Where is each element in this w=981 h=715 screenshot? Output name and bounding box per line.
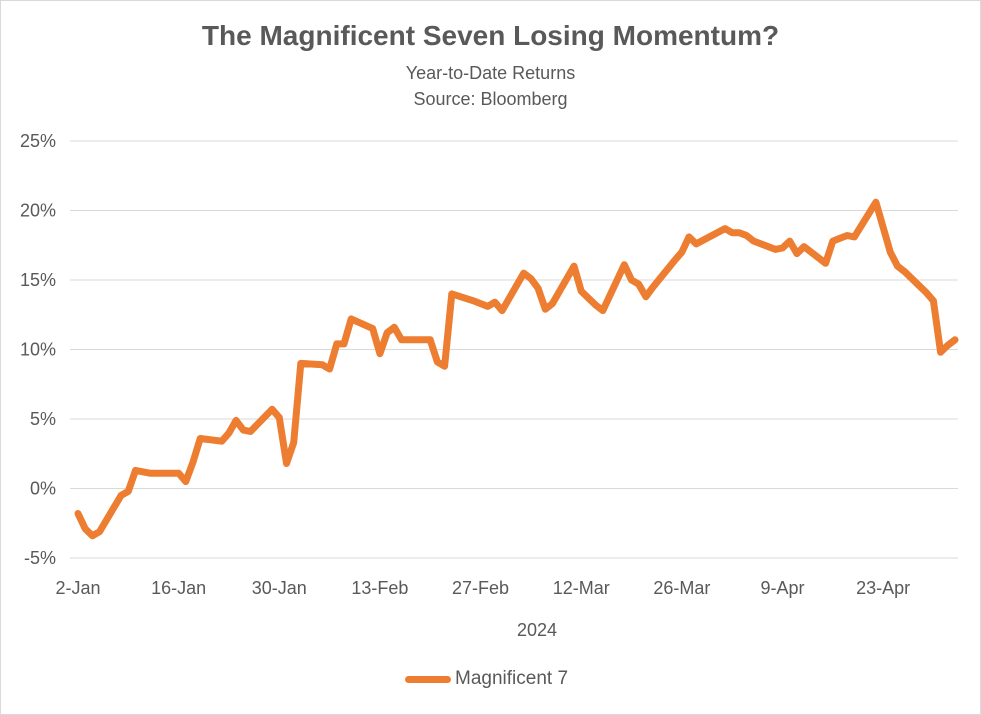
chart-subtitle: Year-to-Date Returns (405, 63, 576, 83)
gridlines (70, 140, 958, 559)
y-tick-label: 10% (20, 340, 56, 360)
x-tick-label: 9-Apr (760, 578, 804, 598)
x-tick-label: 30-Jan (252, 578, 307, 598)
x-tick-label: 26-Mar (653, 578, 710, 598)
y-axis: -5% 0% 5% 10% 15% 20% 25% (20, 131, 56, 568)
x-tick-label: 12-Mar (553, 578, 610, 598)
series-layer (74, 198, 959, 540)
chart-title: The Magnificent Seven Losing Momentum? (201, 20, 780, 51)
x-tick-label: 23-Apr (856, 578, 910, 598)
y-tick-label: 15% (20, 270, 56, 290)
x-tick-label: 16-Jan (151, 578, 206, 598)
x-tick-label: 2-Jan (55, 578, 100, 598)
y-tick-label: -5% (24, 548, 56, 568)
x-axis: 2-Jan 16-Jan 30-Jan 13-Feb 27-Feb 12-Mar 26-Ma… (55, 578, 910, 598)
y-tick-label: 0% (30, 479, 56, 499)
y-tick-label: 5% (30, 409, 56, 429)
legend-label: Magnificent 7 (455, 668, 569, 689)
chart-source: Source: Bloomberg (413, 89, 568, 109)
x-tick-label: 13-Feb (351, 578, 408, 598)
legend-swatch (405, 675, 451, 683)
series-line (74, 198, 959, 540)
y-tick-label: 25% (20, 131, 56, 151)
x-axis-title: 2024 (517, 620, 557, 640)
legend: Magnificent 7 (405, 668, 568, 690)
x-tick-label: 27-Feb (452, 578, 509, 598)
y-tick-label: 20% (20, 201, 56, 221)
